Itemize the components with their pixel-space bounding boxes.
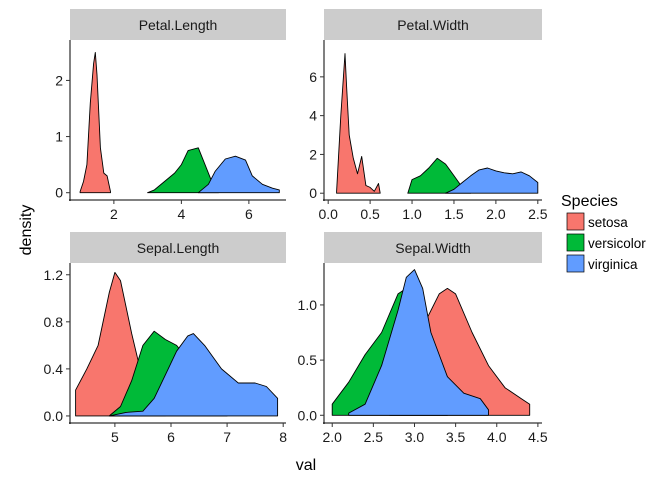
x-tick-label: 3.0 [405, 429, 425, 445]
facet-title: Sepal.Width [395, 240, 470, 256]
plot-area: 0.0 0.5 1.0 1.5 2.0 2.5 0 2 4 6 [309, 40, 548, 222]
x-tick-label: 5 [111, 429, 119, 445]
y-tick-label: 2 [55, 72, 63, 88]
y-tick-label: 1.2 [44, 267, 64, 283]
density-area-setosa [79, 51, 111, 194]
x-tick-label: 6 [167, 429, 175, 445]
x-axis-title: val [296, 457, 316, 474]
density-area-virginica [108, 333, 279, 417]
x-tick-label: 3.5 [446, 429, 466, 445]
facet-strip [70, 232, 286, 263]
legend-swatch [566, 233, 585, 252]
density-area-virginica [197, 155, 280, 194]
facet-sepal-length: Sepal.Length 5 6 7 8 0.0 0.4 0.8 1.2 [44, 232, 287, 445]
y-tick-label: 0.8 [44, 314, 64, 330]
facet-title: Sepal.Length [137, 240, 220, 256]
facet-petal-width: Petal.Width 0.0 0.5 1.0 1.5 2.0 2.5 0 2 4 6 [309, 9, 548, 222]
x-tick-label: 2 [110, 206, 118, 222]
facet-strip [324, 232, 542, 263]
x-tick-label: 4.0 [487, 429, 507, 445]
y-tick-label: 0 [309, 185, 317, 201]
facet-strip [70, 9, 286, 40]
facet-title: Petal.Length [139, 17, 218, 33]
facet-petal-length: Petal.Length 2 4 6 0 1 2 [55, 9, 286, 222]
legend-label: versicolor [588, 236, 646, 251]
x-tick-label: 2.0 [322, 429, 342, 445]
x-tick-label: 7 [223, 429, 231, 445]
density-area-virginica [348, 269, 489, 416]
legend-title: Species [561, 193, 618, 210]
plot-area: 2 4 6 0 1 2 [55, 40, 286, 222]
x-tick-label: 2.0 [486, 206, 506, 222]
x-tick-label: 0.0 [318, 206, 338, 222]
legend-item-setosa: setosa [566, 212, 628, 231]
x-tick-label: 2.5 [528, 206, 548, 222]
x-tick-label: 8 [279, 429, 287, 445]
x-tick-label: 6 [245, 206, 253, 222]
x-tick-label: 0.5 [360, 206, 380, 222]
legend-swatch [566, 212, 585, 231]
y-tick-label: 0.0 [298, 407, 318, 423]
x-tick-label: 4.5 [528, 429, 548, 445]
y-tick-label: 6 [309, 69, 317, 85]
x-tick-label: 4 [177, 206, 185, 222]
plot-area: 2.0 2.5 3.0 3.5 4.0 4.5 0.0 0.5 1.0 [298, 263, 548, 445]
y-tick-label: 1 [55, 129, 63, 145]
y-tick-label: 4 [309, 108, 317, 124]
density-area-virginica [445, 167, 539, 194]
facet-strip [324, 9, 542, 40]
y-tick-label: 0.5 [298, 352, 318, 368]
y-tick-label: 2 [309, 146, 317, 162]
x-tick-label: 2.5 [364, 429, 384, 445]
y-tick-label: 0 [55, 185, 63, 201]
y-tick-label: 0.4 [44, 361, 64, 377]
legend-label: virginica [588, 257, 638, 272]
y-axis-title: density [18, 205, 35, 256]
legend-swatch [566, 254, 585, 273]
x-tick-label: 1.5 [444, 206, 464, 222]
legend: Species setosa versicolor virginica [561, 193, 646, 273]
facet-sepal-width: Sepal.Width 2.0 2.5 3.0 3.5 4.0 4.5 0.0 0.5 1.0 [298, 232, 548, 445]
facet-title: Petal.Width [397, 17, 469, 33]
y-tick-label: 1.0 [298, 297, 318, 313]
legend-item-virginica: virginica [566, 254, 638, 273]
plot-area: 5 6 7 8 0.0 0.4 0.8 1.2 [44, 263, 287, 445]
density-area-setosa [336, 53, 381, 194]
y-tick-label: 0.0 [44, 408, 64, 424]
legend-item-versicolor: versicolor [566, 233, 646, 252]
legend-label: setosa [588, 215, 628, 230]
x-tick-label: 1.0 [402, 206, 422, 222]
